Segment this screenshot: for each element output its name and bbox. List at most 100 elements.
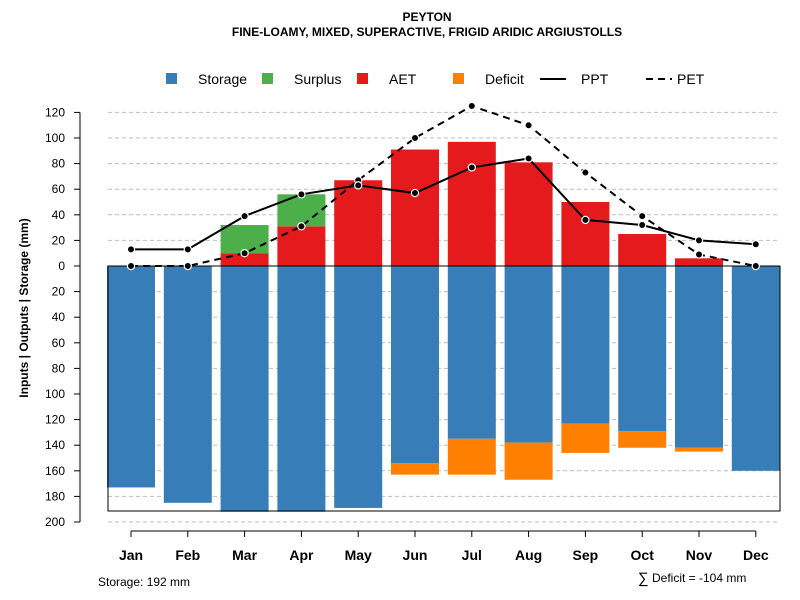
deficit-bar-oct bbox=[618, 431, 667, 448]
legend-label-storage: Storage bbox=[198, 71, 247, 87]
y-tick-label: 200 bbox=[45, 515, 65, 529]
ppt-point-may bbox=[354, 181, 363, 190]
pet-line bbox=[131, 104, 756, 267]
deficit-bar-nov bbox=[675, 447, 723, 452]
legend-label-aet: AET bbox=[389, 71, 417, 87]
pet-point-apr bbox=[297, 222, 306, 231]
surplus-bar-mar bbox=[220, 225, 269, 254]
ppt-point-oct bbox=[638, 220, 647, 230]
storage-bar-jun bbox=[391, 266, 439, 464]
y-tick-label: 80 bbox=[52, 361, 66, 375]
y-tick-label: 120 bbox=[45, 413, 65, 427]
gridlines bbox=[108, 111, 780, 523]
y-tick-label: 160 bbox=[45, 464, 65, 478]
y-tick-label: 0 bbox=[58, 259, 65, 273]
deficit-sum-symbol: ∑ bbox=[638, 570, 649, 587]
storage-bar-mar bbox=[220, 266, 269, 512]
y-axis-label: Inputs | Outputs | Storage (mm) bbox=[17, 218, 31, 397]
y-tick-label: 40 bbox=[52, 208, 66, 222]
deficit-note: Deficit = -104 mm bbox=[652, 571, 746, 585]
y-tick-label: 60 bbox=[52, 182, 66, 196]
aet-bar-apr bbox=[277, 226, 326, 266]
x-tick-label-dec: Dec bbox=[743, 547, 769, 563]
x-tick-label-sep: Sep bbox=[573, 547, 599, 563]
aet-bar-oct bbox=[618, 234, 667, 266]
ppt-point-jun bbox=[410, 188, 420, 198]
aet-bar-jul bbox=[447, 141, 496, 266]
aet-bar-nov bbox=[675, 258, 723, 266]
y-tick-label: 100 bbox=[45, 131, 65, 145]
ppt-line bbox=[131, 157, 756, 251]
x-tick-label-may: May bbox=[345, 547, 372, 563]
y-tick-label: 120 bbox=[45, 105, 65, 119]
ppt-point-mar bbox=[240, 211, 249, 221]
x-tick-label-jan: Jan bbox=[119, 547, 143, 563]
ppt-point-nov bbox=[694, 236, 704, 245]
chart-subtitle: FINE-LOAMY, MIXED, SUPERACTIVE, FRIGID A… bbox=[232, 25, 622, 39]
y-tick-label: 180 bbox=[45, 489, 65, 503]
y-tick-label: 80 bbox=[52, 157, 66, 171]
y-tick-label: 100 bbox=[45, 387, 65, 401]
storage-bar-sep bbox=[561, 266, 610, 424]
storage-bar-aug bbox=[504, 266, 553, 443]
storage-bar-jan bbox=[107, 266, 155, 488]
x-tick-label-jul: Jul bbox=[462, 547, 482, 563]
deficit-bar-sep bbox=[561, 423, 610, 453]
pet-point-jul bbox=[467, 101, 476, 111]
storage-bar-oct bbox=[618, 266, 667, 432]
x-axis: Jan Feb Mar Apr May Jun Jul Aug Sep Oct Nov Dec bbox=[119, 530, 769, 563]
legend-label-pet: PET bbox=[677, 71, 705, 87]
pet-point-dec bbox=[751, 261, 761, 271]
ppt-point-jul bbox=[467, 163, 476, 172]
legend: Storage Surplus AET Deficit PPT PET bbox=[166, 71, 705, 87]
y-axis: 2001801601401201008060402002040608010012… bbox=[45, 105, 81, 529]
storage-note: Storage: 192 mm bbox=[98, 575, 190, 589]
storage-bar-jul bbox=[447, 266, 496, 439]
legend-swatch-surplus bbox=[262, 73, 273, 84]
legend-swatch-storage bbox=[166, 73, 177, 84]
ppt-point-dec bbox=[751, 240, 761, 249]
storage-bar-dec bbox=[731, 266, 780, 471]
x-tick-label-mar: Mar bbox=[232, 547, 257, 563]
y-tick-label: 40 bbox=[52, 310, 66, 324]
x-tick-label-oct: Oct bbox=[631, 547, 655, 563]
pet-point-oct bbox=[638, 211, 647, 221]
bars bbox=[107, 141, 780, 512]
legend-swatch-deficit bbox=[453, 73, 464, 84]
legend-label-surplus: Surplus bbox=[294, 71, 341, 87]
ppt-point-jan bbox=[126, 245, 136, 254]
legend-label-deficit: Deficit bbox=[485, 71, 524, 87]
pet-point-nov bbox=[694, 250, 704, 259]
x-tick-label-aug: Aug bbox=[515, 547, 542, 563]
storage-bar-nov bbox=[675, 266, 723, 448]
pet-point-mar bbox=[240, 248, 249, 258]
aet-bar-jun bbox=[391, 149, 439, 266]
legend-label-ppt: PPT bbox=[581, 71, 609, 87]
ppt-point-aug bbox=[524, 154, 533, 163]
ppt-point-sep bbox=[581, 215, 590, 225]
storage-bar-feb bbox=[163, 266, 212, 503]
y-tick-label: 140 bbox=[45, 438, 65, 452]
legend-swatch-aet bbox=[357, 73, 368, 84]
storage-bar-may bbox=[334, 266, 383, 508]
pet-point-sep bbox=[581, 168, 590, 177]
y-tick-label: 60 bbox=[52, 336, 66, 350]
x-tick-label-feb: Feb bbox=[175, 547, 200, 563]
aet-bar-aug bbox=[504, 162, 553, 266]
ppt-point-apr bbox=[297, 190, 306, 199]
lines bbox=[126, 101, 761, 271]
deficit-bar-aug bbox=[504, 442, 553, 480]
aet-bar-sep bbox=[561, 202, 610, 266]
pet-point-aug bbox=[524, 120, 533, 130]
pet-point-jan bbox=[126, 261, 136, 271]
x-tick-label-nov: Nov bbox=[686, 547, 713, 563]
deficit-bar-jun bbox=[391, 463, 439, 475]
ppt-point-feb bbox=[183, 245, 192, 254]
storage-bar-apr bbox=[277, 266, 326, 512]
pet-point-jun bbox=[410, 133, 420, 143]
x-tick-label-apr: Apr bbox=[289, 547, 314, 563]
x-tick-label-jun: Jun bbox=[403, 547, 428, 563]
deficit-bar-jul bbox=[447, 438, 496, 475]
aet-bar-may bbox=[334, 180, 383, 266]
